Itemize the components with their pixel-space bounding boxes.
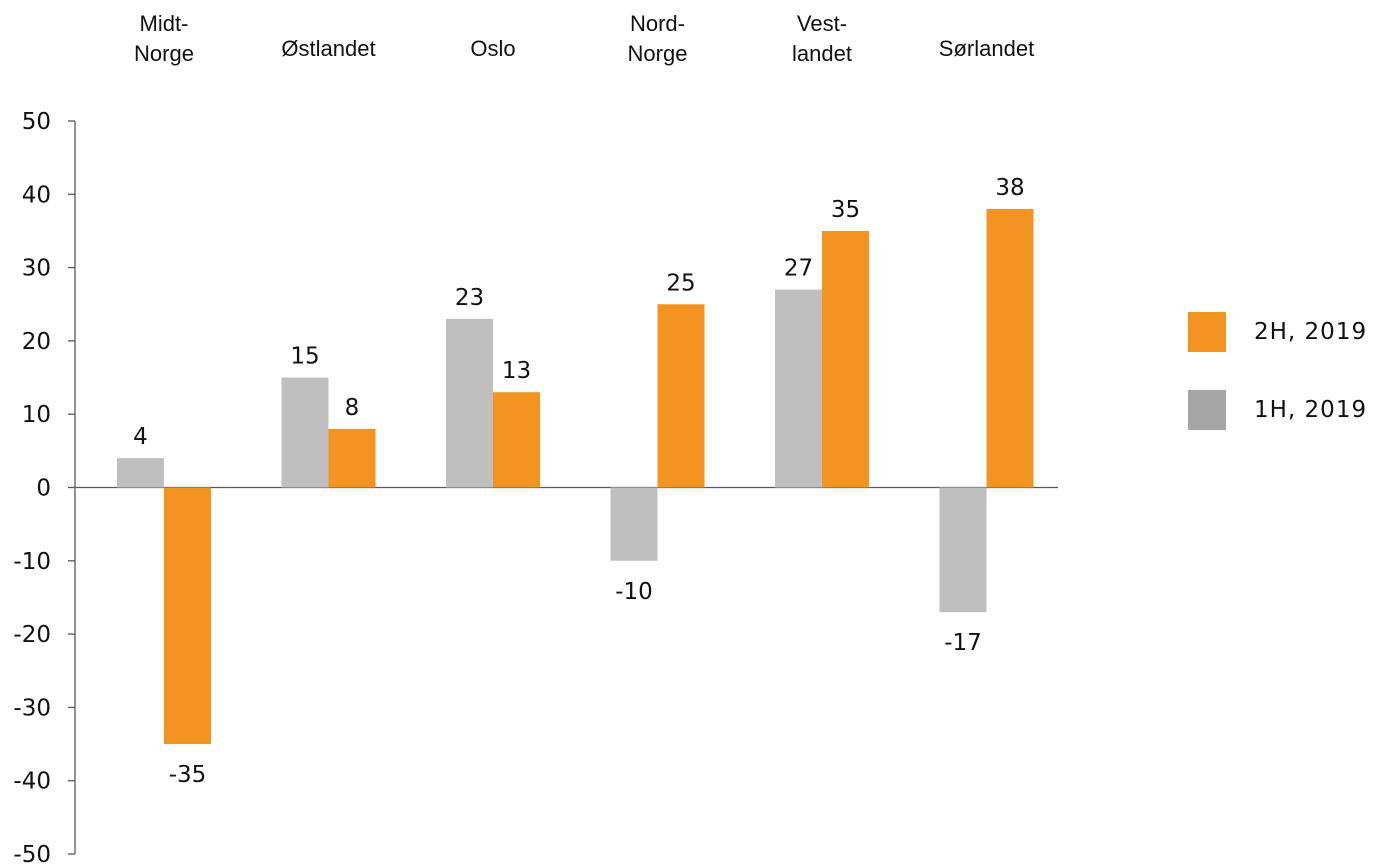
category-label: Sørlandet: [939, 36, 1034, 61]
bar-2h-4: [822, 230, 869, 488]
data-label: 23: [455, 285, 484, 311]
y-tick-label: -50: [13, 842, 51, 864]
data-label: 25: [666, 270, 695, 296]
y-tick-label: -30: [13, 695, 51, 721]
legend: 2H, 2019 1H, 2019: [1188, 312, 1367, 468]
y-tick-label: 0: [36, 476, 51, 502]
category-labels: Midt- Norge Østlandet Oslo Nord- Norge Vest-la…: [134, 11, 1034, 66]
legend-item-2h-2019: 2H, 2019: [1188, 312, 1367, 352]
bar-1h-0: [117, 458, 164, 488]
data-label: 15: [290, 344, 319, 370]
legend-item-1h-2019: 1H, 2019: [1188, 390, 1367, 430]
category-label: Nord-: [630, 11, 685, 36]
y-tick-label: -20: [13, 622, 51, 648]
category-label: Oslo: [470, 36, 515, 61]
data-label: 27: [784, 256, 813, 282]
data-label: -35: [169, 762, 207, 788]
data-label: 4: [133, 424, 148, 450]
legend-swatch-2h-2019: [1188, 312, 1226, 352]
legend-label: 1H, 2019: [1254, 397, 1368, 423]
legend-swatch-1h-2019: [1188, 390, 1226, 430]
category-label: landet: [792, 41, 852, 66]
bar-1h-1: [281, 377, 329, 488]
category-label: Norge: [628, 41, 688, 66]
y-tick-label: -40: [13, 769, 51, 795]
y-tick-label: 20: [22, 329, 51, 355]
data-label: 8: [345, 395, 360, 421]
bar-1h-4: [775, 289, 822, 488]
category-label: Midt-: [140, 11, 189, 36]
y-tick-label: 40: [22, 182, 51, 208]
data-label: 13: [502, 358, 531, 384]
category-label: Vest-: [797, 11, 847, 36]
bar-1h-2: [446, 318, 493, 488]
y-tick-label: -10: [13, 549, 51, 575]
bar-2h-3: [657, 304, 705, 488]
data-label: 38: [995, 175, 1024, 201]
bar-2h-1: [328, 428, 376, 488]
bar-2h-0: [164, 487, 211, 745]
bars: [117, 208, 1034, 745]
axes: 50 40 30 20 10 0 -10 -20 -30 -40 -50: [13, 109, 1058, 864]
category-label: Østlandet: [281, 36, 375, 61]
data-label: -10: [615, 579, 653, 605]
legend-label: 2H, 2019: [1254, 319, 1368, 345]
y-tick-label: 50: [22, 109, 51, 135]
data-labels: 4 -35 15 8 23 13 -10 25 27 35 -17 38: [133, 175, 1024, 788]
category-label: Norge: [134, 41, 194, 66]
data-label: -17: [944, 630, 982, 656]
y-tick-label: 30: [22, 256, 51, 282]
y-tick-label: 10: [22, 402, 51, 428]
bar-1h-3: [610, 487, 658, 561]
data-label: 35: [831, 197, 860, 223]
bar-2h-5: [986, 208, 1034, 488]
bar-1h-5: [939, 487, 987, 613]
bar-2h-2: [493, 392, 540, 488]
